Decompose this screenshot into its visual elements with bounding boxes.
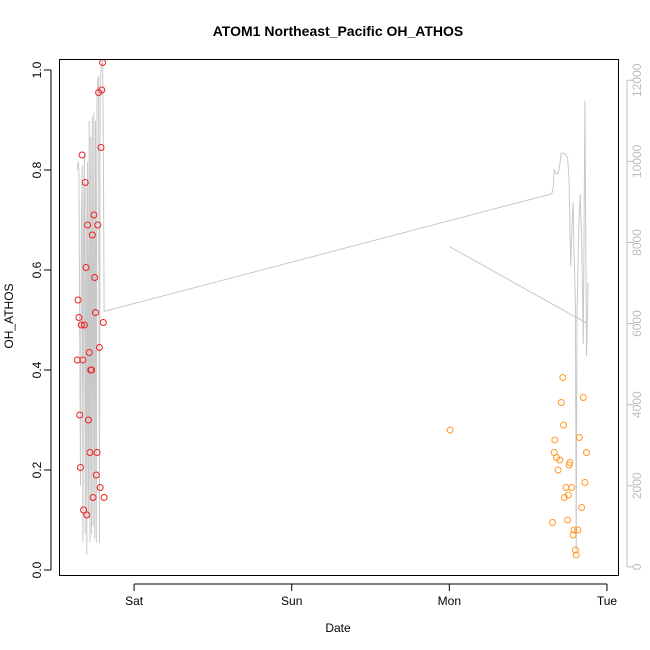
data-point (77, 464, 84, 471)
altitude-line (76, 59, 589, 555)
y-tick-label: 0.6 (30, 261, 44, 278)
x-tick-label: Sun (281, 594, 302, 608)
y2-tick-label: 8000 (630, 229, 644, 256)
data-point (84, 221, 92, 229)
data-point (559, 374, 567, 381)
data-point (569, 531, 577, 539)
data-point (97, 144, 105, 151)
y2-tick-label: 0 (630, 563, 644, 570)
data-point (568, 484, 575, 491)
data-point (583, 449, 590, 456)
y-axis-right: 0 2000 4000 6000 8000 10000 12000 (626, 63, 644, 570)
data-point (96, 484, 104, 491)
data-point (94, 221, 102, 229)
y-axis-label: OH_ATHOS (2, 283, 16, 348)
y-tick-label: 1.0 (30, 61, 44, 78)
data-point (570, 526, 578, 534)
data-point (74, 296, 82, 304)
data-point (554, 466, 562, 474)
data-point (92, 471, 100, 479)
data-point (579, 394, 587, 401)
data-point (574, 526, 582, 534)
plot-frame (59, 59, 619, 576)
data-point (578, 504, 586, 511)
series-1 (73, 59, 108, 519)
chart-title: ATOM1 Northeast_Pacific OH_ATHOS (213, 23, 464, 39)
data-point (571, 546, 579, 554)
x-tick-label: Sat (125, 594, 144, 608)
data-point (93, 449, 101, 456)
data-point (95, 344, 103, 351)
data-point (575, 434, 583, 441)
data-point (564, 516, 572, 524)
y2-tick-label: 2000 (630, 472, 644, 499)
data-point (77, 321, 85, 329)
data-point (92, 309, 99, 316)
data-point (89, 494, 97, 501)
data-point (88, 366, 95, 374)
x-tick-label: Mon (438, 594, 461, 608)
data-point (91, 274, 99, 281)
y2-tick-label: 4000 (630, 391, 644, 418)
data-point (549, 519, 557, 526)
data-point (76, 411, 84, 419)
data-point (557, 399, 565, 406)
y-tick-label: 0.8 (30, 161, 44, 178)
data-point (564, 491, 572, 499)
y-tick-label: 0.2 (30, 461, 44, 478)
data-point (581, 479, 589, 486)
data-point (551, 436, 559, 444)
data-point (85, 349, 93, 356)
y2-tick-label: 6000 (630, 310, 644, 337)
y-axis-left: 0.0 0.2 0.4 0.6 0.8 1.0 (30, 61, 52, 578)
data-point (83, 511, 91, 519)
y2-tick-label: 10000 (630, 144, 644, 178)
data-point (80, 321, 88, 329)
y-tick-label: 0.4 (30, 361, 44, 378)
data-point (86, 449, 94, 456)
data-point (556, 456, 564, 464)
altitude-trace (76, 59, 589, 555)
x-tick-label: Tue (597, 594, 618, 608)
data-point (81, 179, 89, 186)
data-point (566, 459, 574, 466)
data-point (99, 319, 107, 326)
data-point (75, 314, 83, 321)
data-point (100, 494, 108, 501)
data-point (84, 416, 92, 424)
x-axis: Sat Sun Mon Tue (125, 583, 618, 608)
data-point (446, 426, 454, 434)
x-axis-label: Date (325, 621, 351, 635)
series-layer (73, 59, 590, 559)
data-point (572, 551, 580, 559)
data-point (78, 151, 86, 159)
data-point (560, 421, 568, 429)
series-2 (446, 374, 590, 559)
y2-tick-label: 12000 (630, 63, 644, 97)
data-point (79, 356, 87, 364)
data-point (90, 211, 98, 219)
data-point (82, 264, 90, 271)
data-point (88, 231, 96, 239)
data-point (80, 506, 88, 514)
y-tick-label: 0.0 (30, 561, 44, 578)
data-point (98, 86, 106, 94)
